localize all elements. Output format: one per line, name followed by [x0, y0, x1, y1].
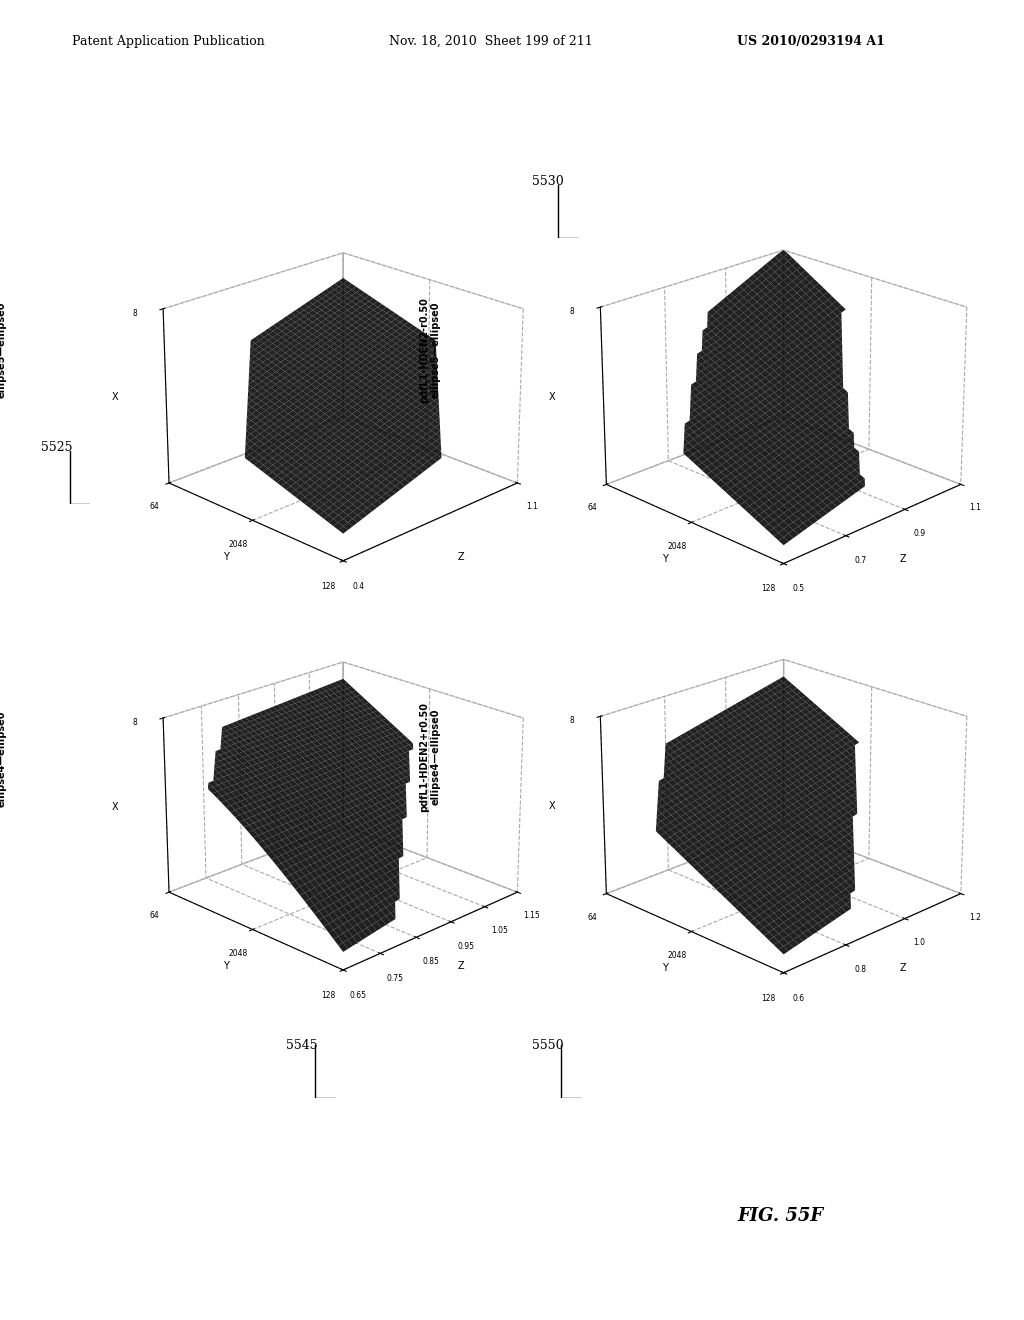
X-axis label: Z: Z	[458, 961, 464, 972]
Text: pdfL1-HDEN2+r0.50
ellipse4—ellipse0: pdfL1-HDEN2+r0.50 ellipse4—ellipse0	[419, 702, 440, 812]
Text: pdfL1-HDEN2-r0.10
ellipse4—ellipse0: pdfL1-HDEN2-r0.10 ellipse4—ellipse0	[0, 706, 6, 812]
Text: Patent Application Publication: Patent Application Publication	[72, 34, 264, 48]
X-axis label: Z: Z	[899, 964, 906, 973]
Text: US 2010/0293194 A1: US 2010/0293194 A1	[737, 34, 885, 48]
Y-axis label: Y: Y	[223, 961, 228, 972]
X-axis label: Z: Z	[458, 552, 464, 562]
Text: pdfL1-HDEN2-r0.10
ellipse5—ellipse0: pdfL1-HDEN2-r0.10 ellipse5—ellipse0	[0, 297, 6, 403]
Text: 5525: 5525	[41, 441, 72, 454]
Text: Nov. 18, 2010  Sheet 199 of 211: Nov. 18, 2010 Sheet 199 of 211	[389, 34, 593, 48]
Text: 5550: 5550	[532, 1039, 563, 1052]
X-axis label: Z: Z	[899, 554, 906, 564]
Text: 5545: 5545	[287, 1039, 317, 1052]
Y-axis label: Y: Y	[662, 964, 668, 973]
Y-axis label: Y: Y	[662, 554, 668, 564]
Text: 5530: 5530	[531, 174, 564, 187]
Y-axis label: Y: Y	[223, 552, 228, 562]
Text: pdfL1-HDEN2-r0.50
ellipse5—ellipse0: pdfL1-HDEN2-r0.50 ellipse5—ellipse0	[419, 297, 440, 403]
Text: FIG. 55F: FIG. 55F	[737, 1206, 823, 1225]
